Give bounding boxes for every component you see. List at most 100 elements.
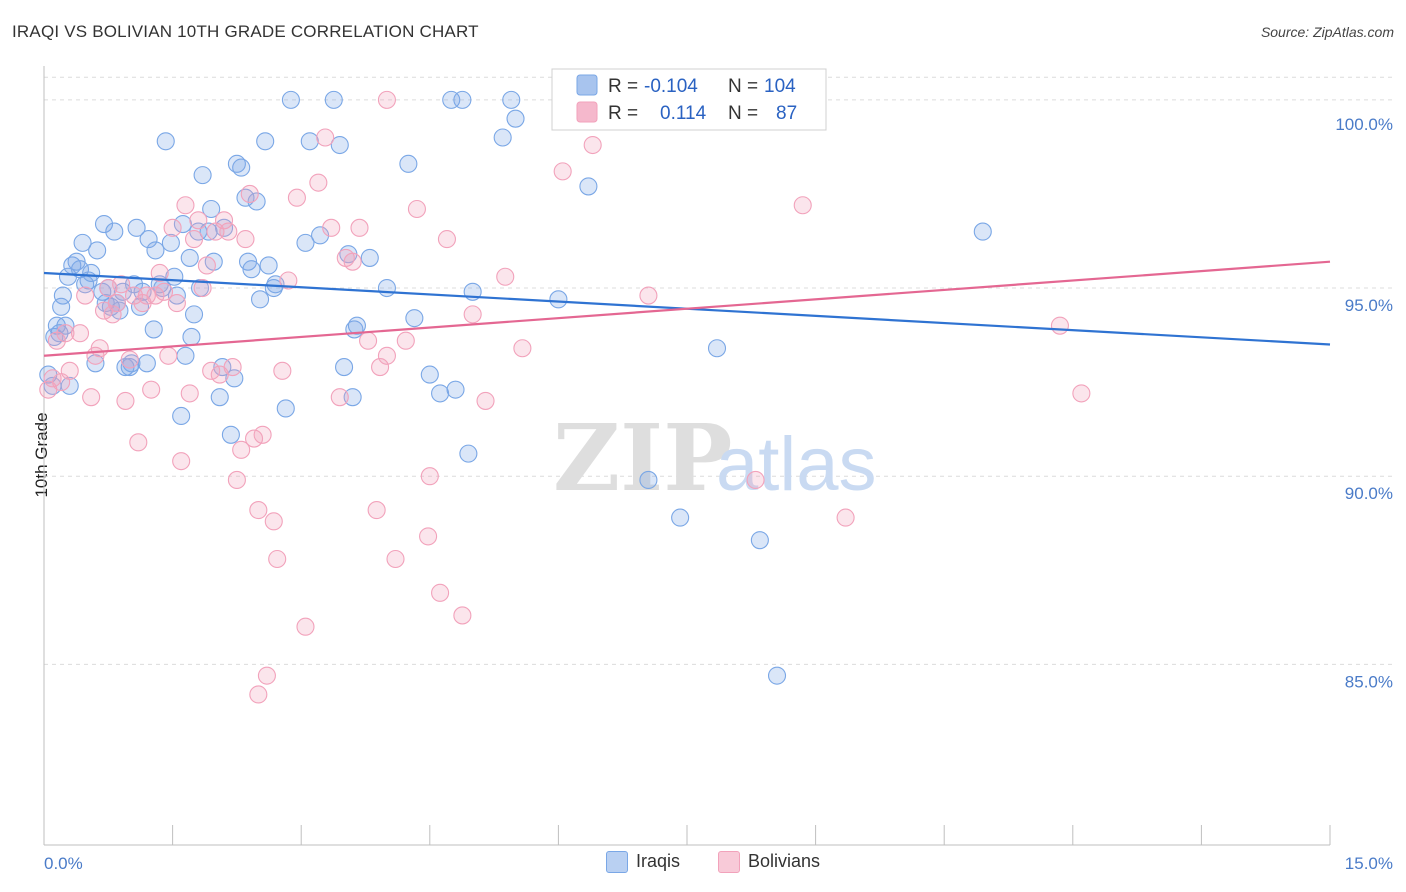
bolivian-point — [377, 346, 396, 365]
iraqi-point — [184, 305, 204, 324]
bolivian-point — [184, 230, 204, 249]
bolivian-point — [240, 184, 259, 204]
bolivian-point — [56, 324, 75, 343]
y-tick-label: 85.0% — [1345, 672, 1393, 691]
bolivian-point — [264, 512, 283, 531]
iraqi-point — [973, 222, 992, 241]
iraqi-point — [276, 399, 295, 418]
bolivian-point — [146, 286, 165, 305]
bolivian-point — [279, 271, 298, 290]
iraqi-point — [639, 470, 658, 490]
axes — [43, 66, 1331, 846]
iraqi-point — [53, 286, 72, 305]
bolivian-point — [253, 425, 272, 444]
legend-r-label-1: R = — [608, 76, 638, 97]
bolivian-point — [268, 549, 287, 569]
legend-swatch — [606, 851, 628, 874]
iraqi-point — [707, 339, 727, 358]
legend-n-label-1: N = — [728, 76, 758, 97]
iraqi-point — [300, 132, 319, 151]
bolivian-point — [163, 218, 182, 237]
bolivian-point — [287, 188, 306, 207]
bolivian-point — [396, 331, 415, 350]
iraqi-point — [86, 354, 105, 373]
bolivian-point — [309, 173, 328, 192]
legend-n-value-1: 104 — [764, 76, 796, 97]
iraqi-point — [405, 309, 424, 328]
bolivian-point — [377, 90, 396, 109]
bolivian-point — [76, 286, 95, 305]
bolivian-point — [496, 267, 515, 286]
iraqi-point — [259, 256, 278, 275]
watermark-zip: ZIP — [553, 404, 732, 512]
bolivian-point — [420, 467, 439, 486]
bolivian-point — [82, 388, 101, 407]
bolivian-point — [257, 666, 276, 685]
bolivian-trend-line — [43, 260, 1331, 357]
iraqi-point — [750, 531, 769, 550]
iraqi-point — [213, 358, 232, 377]
bolivian-point — [172, 452, 191, 471]
bolivian-point — [60, 361, 79, 380]
bolivian-point — [437, 230, 456, 249]
bolivian-point — [103, 305, 122, 324]
iraqi-point — [506, 109, 525, 128]
bolivian-point — [249, 501, 268, 520]
bolivian-point — [219, 222, 238, 241]
iraqi-point — [182, 327, 201, 347]
bolivian-point — [322, 218, 341, 237]
iraqi-point — [173, 215, 192, 234]
data-points — [39, 90, 1091, 704]
bolivian-point — [639, 286, 658, 305]
legend-r-label-2: R = — [608, 103, 638, 124]
iraqi-point — [579, 177, 598, 196]
bolivian-point — [116, 391, 135, 410]
iraqi-point — [225, 369, 244, 388]
iraqi-point — [94, 215, 114, 234]
bolivian-point — [223, 358, 242, 377]
x-tick-label-max: 15.0% — [1345, 854, 1393, 873]
source-label: Source: ZipAtlas.com — [1260, 24, 1394, 40]
bolivian-point — [330, 388, 349, 407]
iraqi-point — [137, 354, 156, 373]
x-tick-label-min: 0.0% — [44, 854, 83, 873]
bolivian-point — [350, 218, 369, 237]
bolivian-point — [513, 339, 532, 358]
bolivian-point — [70, 324, 90, 343]
iraqi-point — [144, 320, 163, 339]
bolivian-point — [463, 305, 482, 324]
y-tick-label: 95.0% — [1345, 296, 1393, 315]
legend-r-value-1: -0.104 — [644, 76, 698, 97]
bolivian-point — [142, 380, 161, 399]
bolivian-point — [793, 196, 812, 215]
bolivian-point — [316, 128, 335, 147]
iraqi-point — [502, 90, 521, 109]
bolivian-point — [453, 606, 472, 625]
iraqi-point — [420, 365, 439, 384]
bolivian-point — [112, 275, 131, 294]
bolivian-point — [129, 433, 148, 452]
bolivian-point — [431, 583, 450, 602]
iraqi-point — [335, 358, 354, 377]
bolivian-point — [553, 162, 572, 181]
iraqi-point — [453, 90, 472, 109]
iraqi-point — [88, 241, 107, 260]
iraqi-point — [242, 260, 261, 279]
iraqi-point — [671, 508, 690, 527]
bolivian-point — [154, 282, 174, 301]
iraqi-point — [199, 222, 218, 241]
iraqi-point — [52, 297, 71, 316]
iraqi-point — [50, 324, 69, 343]
legend-swatch — [718, 851, 740, 874]
bolivian-point — [244, 429, 264, 448]
bolivian-point — [159, 346, 178, 365]
bolivian-point — [193, 278, 212, 298]
iraqi-point — [56, 316, 75, 335]
y-tick-label: 90.0% — [1345, 484, 1393, 503]
bolivian-point — [836, 508, 855, 527]
bolivian-point — [236, 230, 255, 249]
bolivian-point — [1050, 316, 1069, 335]
bolivian-point — [407, 199, 426, 219]
bolivian-point — [1072, 384, 1091, 403]
iraqi-point — [202, 199, 221, 219]
